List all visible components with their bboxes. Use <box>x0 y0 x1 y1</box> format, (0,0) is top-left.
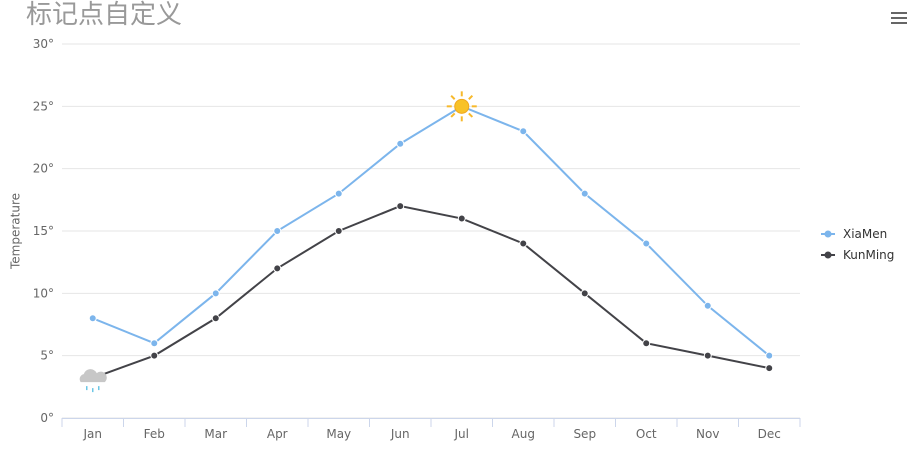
x-tick-label: Aug <box>512 427 535 441</box>
x-tick-label: Dec <box>758 427 781 441</box>
x-tick-label: Nov <box>696 427 719 441</box>
data-point <box>519 127 528 136</box>
data-point <box>211 314 220 323</box>
y-tick-label: 10° <box>33 286 54 300</box>
sun-ray <box>468 112 474 118</box>
x-tick-label: Apr <box>267 427 288 441</box>
data-point <box>580 189 589 198</box>
data-point <box>642 339 651 348</box>
y-axis-title: Temperature <box>9 193 23 270</box>
legend-item-xiamen[interactable]: XiaMen <box>843 227 887 241</box>
data-point <box>334 227 343 235</box>
x-tick-label: Jun <box>390 427 410 441</box>
sun-ray <box>468 95 474 100</box>
sun-icon <box>446 91 477 122</box>
x-tick-label: Jan <box>83 427 103 441</box>
data-point <box>334 189 343 198</box>
legend-symbol-marker <box>824 251 832 259</box>
data-point <box>150 351 159 360</box>
data-point <box>642 239 651 248</box>
data-point <box>703 301 712 310</box>
data-point <box>150 339 159 348</box>
rain-cloud-icon <box>79 369 107 383</box>
legend-symbol-marker <box>824 230 832 238</box>
y-tick-label: 25° <box>33 99 54 113</box>
data-point <box>88 314 97 323</box>
x-tick-label: Feb <box>144 427 165 441</box>
y-tick-label: 15° <box>33 224 54 238</box>
legend-item-kunming[interactable]: KunMing <box>843 248 894 262</box>
x-tick-label: May <box>326 427 351 441</box>
hamburger-icon[interactable] <box>891 12 907 27</box>
sun-core <box>454 98 470 114</box>
data-point <box>765 364 774 373</box>
data-point <box>273 264 282 273</box>
x-tick-label: Jul <box>454 427 469 441</box>
y-tick-label: 20° <box>33 162 54 176</box>
x-tick-label: Mar <box>204 427 227 441</box>
sun-ray <box>450 95 456 100</box>
sun-ray <box>450 112 456 118</box>
y-tick-label: 0° <box>40 411 54 425</box>
data-point <box>396 202 405 211</box>
x-tick-label: Sep <box>573 427 596 441</box>
data-point <box>273 227 282 235</box>
y-tick-label: 30° <box>33 37 54 51</box>
data-point <box>519 239 528 248</box>
series-line-kunming <box>92 205 770 380</box>
data-point <box>396 139 405 148</box>
data-point <box>765 351 774 360</box>
data-point <box>457 214 466 223</box>
data-point <box>580 289 589 298</box>
x-tick-label: Oct <box>636 427 657 441</box>
data-point <box>703 351 712 360</box>
series-line-xiamen <box>92 105 770 357</box>
chart-title: 标记点自定义 <box>26 0 183 30</box>
data-point <box>211 289 220 298</box>
y-tick-label: 5° <box>40 349 54 363</box>
